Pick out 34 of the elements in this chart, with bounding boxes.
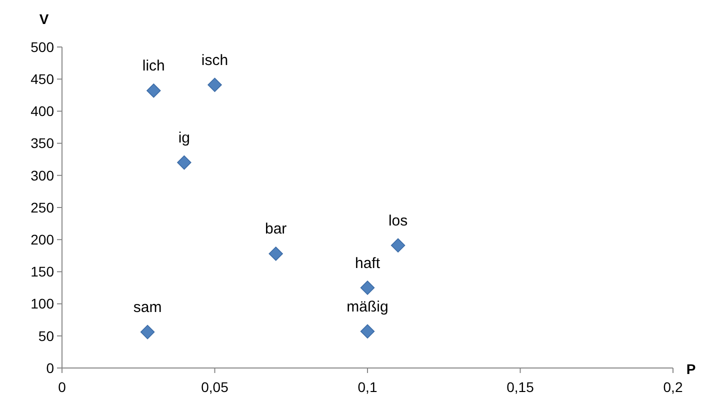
x-tick-label: 0,1 bbox=[358, 379, 378, 395]
y-axis-title: V bbox=[39, 11, 50, 27]
x-tick-label: 0 bbox=[58, 379, 66, 395]
y-tick-label: 100 bbox=[30, 296, 54, 312]
annotation: isch bbox=[201, 52, 228, 69]
point bbox=[177, 155, 192, 170]
x-tick-label: 0,05 bbox=[201, 379, 229, 395]
point bbox=[140, 324, 155, 340]
y-tick-label: 250 bbox=[30, 199, 54, 216]
annotation: sam bbox=[133, 299, 162, 316]
annotation: lich bbox=[142, 58, 165, 75]
y-tick-label: 150 bbox=[30, 264, 54, 280]
y-tick-label: 350 bbox=[30, 135, 54, 152]
point bbox=[208, 78, 222, 92]
x-tick-label: 0,2 bbox=[663, 379, 683, 395]
point bbox=[390, 238, 406, 252]
y-tick-label: 200 bbox=[30, 232, 54, 248]
y-tick-label: 300 bbox=[30, 167, 54, 184]
annotation: bar bbox=[265, 220, 287, 238]
annotation: mäßig bbox=[346, 298, 388, 316]
x-axis-title: P bbox=[686, 361, 696, 377]
y-tick-label: 450 bbox=[30, 71, 54, 87]
y-tick-label: 500 bbox=[30, 38, 54, 55]
annotation: ig bbox=[178, 130, 190, 147]
point bbox=[360, 324, 375, 339]
point bbox=[360, 280, 375, 295]
y-tick-label: 400 bbox=[30, 103, 54, 120]
y-tick-label: 50 bbox=[38, 328, 54, 344]
point bbox=[268, 246, 283, 261]
annotation: haft bbox=[354, 254, 381, 272]
x-tick-label: 0,15 bbox=[506, 379, 534, 395]
point bbox=[146, 84, 161, 98]
annotation: los bbox=[388, 212, 408, 230]
y-tick-label: 0 bbox=[46, 360, 54, 376]
